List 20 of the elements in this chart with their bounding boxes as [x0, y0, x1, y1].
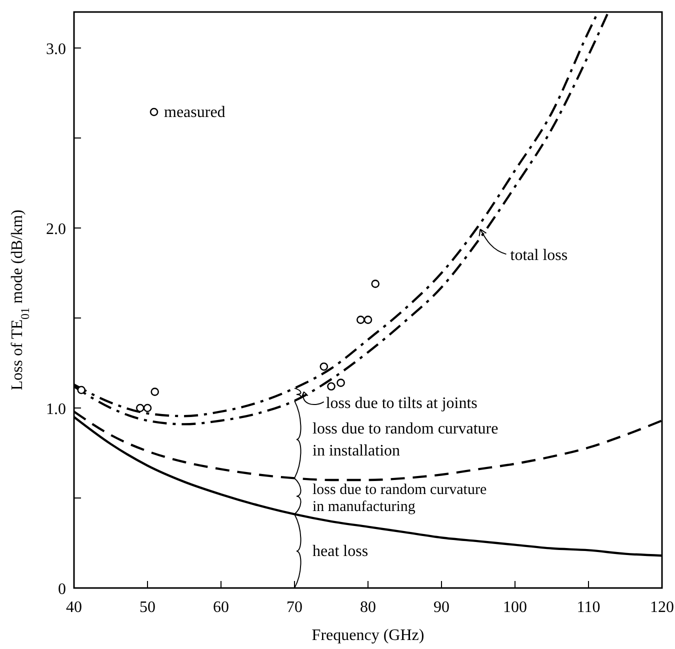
x-tick-label: 60 — [213, 599, 229, 616]
x-tick-label: 120 — [650, 599, 674, 616]
x-axis-title: Frequency (GHz) — [312, 627, 424, 644]
x-tick-label: 110 — [576, 599, 600, 616]
x-tick-label: 80 — [360, 599, 376, 616]
x-tick-label: 100 — [503, 599, 527, 616]
text: total loss — [510, 247, 568, 264]
x-tick-label: 70 — [286, 599, 302, 616]
y-tick-label: 1.0 — [46, 401, 66, 418]
annotation: loss due to tilts at joints — [326, 394, 478, 412]
y-tick-label: 2.0 — [46, 221, 66, 238]
x-tick-label: 90 — [434, 599, 450, 616]
y-tick-label: 0 — [58, 581, 66, 598]
x-tick-label: 40 — [66, 599, 82, 616]
annotation: heat loss — [312, 543, 368, 560]
legend-label: measured — [164, 104, 226, 121]
x-tick-label: 50 — [140, 599, 156, 616]
annotation: loss due to random curvature in installation — [312, 420, 498, 460]
annotation: loss due to random curvature in manufacturing — [312, 482, 487, 516]
y-tick-label: 3.0 — [46, 41, 66, 58]
